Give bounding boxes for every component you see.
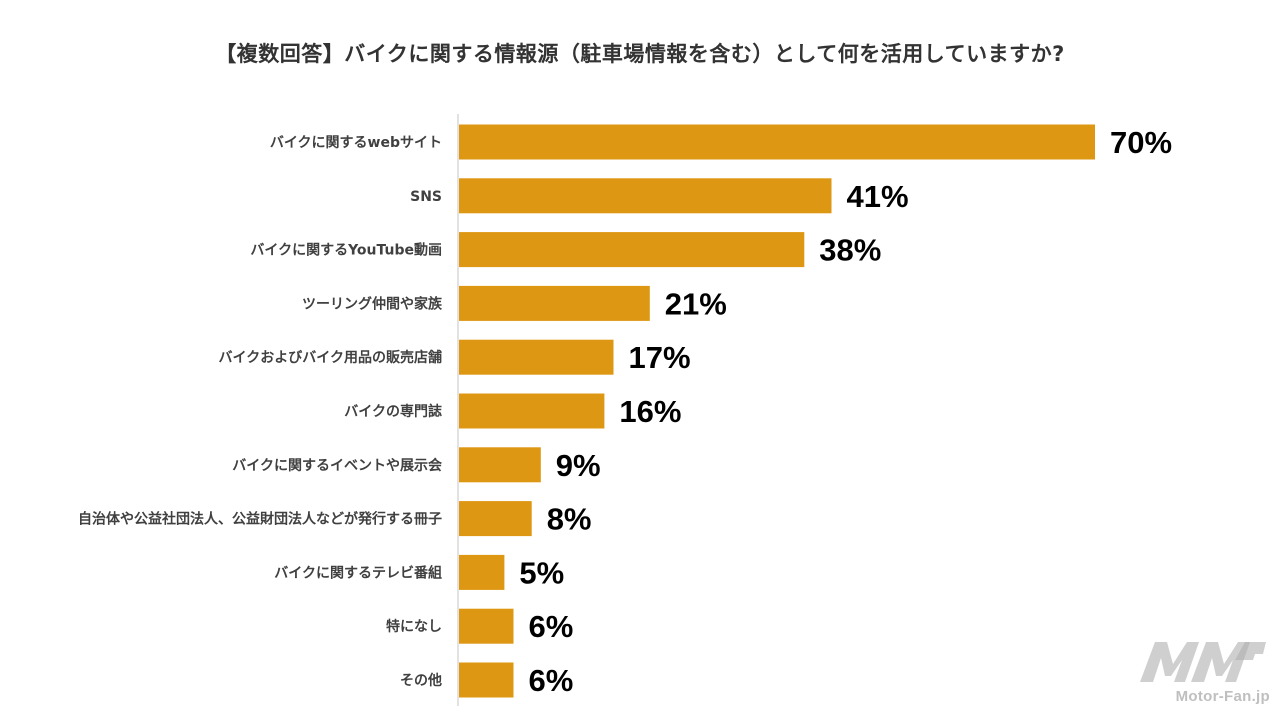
category-label: その他 (400, 672, 442, 689)
watermark-text: Motor-Fan.jp (1175, 688, 1270, 705)
bars-layer: バイクに関するwebサイト 70% SNS 41% バイクに関するYouTube動画 38… (78, 124, 1172, 698)
bar (459, 285, 650, 321)
bar (459, 554, 505, 590)
category-label: バイクに関するテレビ番組 (274, 564, 442, 581)
value-label: 21% (665, 286, 727, 321)
value-label: 6% (529, 609, 574, 644)
bar (459, 178, 832, 214)
chart-title: 【複数回答】バイクに関する情報源（駐車場情報を含む）として何を活用していますか? (215, 42, 1065, 66)
value-label: 16% (619, 394, 681, 429)
bar (459, 447, 541, 483)
bar (459, 232, 805, 268)
category-label: バイクに関するイベントや展示会 (232, 457, 443, 474)
value-label: 70% (1110, 125, 1172, 160)
bar (459, 501, 532, 537)
bar (459, 124, 1095, 160)
motor-fan-watermark: Motor-Fan.jp (1135, 636, 1270, 716)
value-label: 6% (529, 663, 574, 698)
mf-logo-icon (1140, 642, 1266, 682)
value-label: 9% (556, 448, 601, 483)
category-label: バイクおよびバイク用品の販売店舗 (219, 349, 442, 366)
category-label: バイクに関するwebサイト (270, 135, 442, 151)
value-label: 8% (547, 502, 592, 537)
bar (459, 339, 614, 375)
bar (459, 393, 605, 429)
value-label: 17% (629, 340, 691, 375)
category-label: バイクの専門誌 (344, 403, 442, 420)
value-label: 5% (519, 555, 564, 590)
category-label: 特になし (386, 618, 442, 635)
category-label: SNS (410, 189, 442, 205)
value-label: 38% (819, 233, 881, 268)
category-label: バイクに関するYouTube動画 (250, 242, 442, 259)
category-label: 自治体や公益社団法人、公益財団法人などが発行する冊子 (78, 511, 442, 528)
bar (459, 608, 514, 644)
category-label: ツーリング仲間や家族 (302, 295, 443, 312)
value-label: 41% (847, 179, 909, 214)
bar (459, 662, 514, 698)
